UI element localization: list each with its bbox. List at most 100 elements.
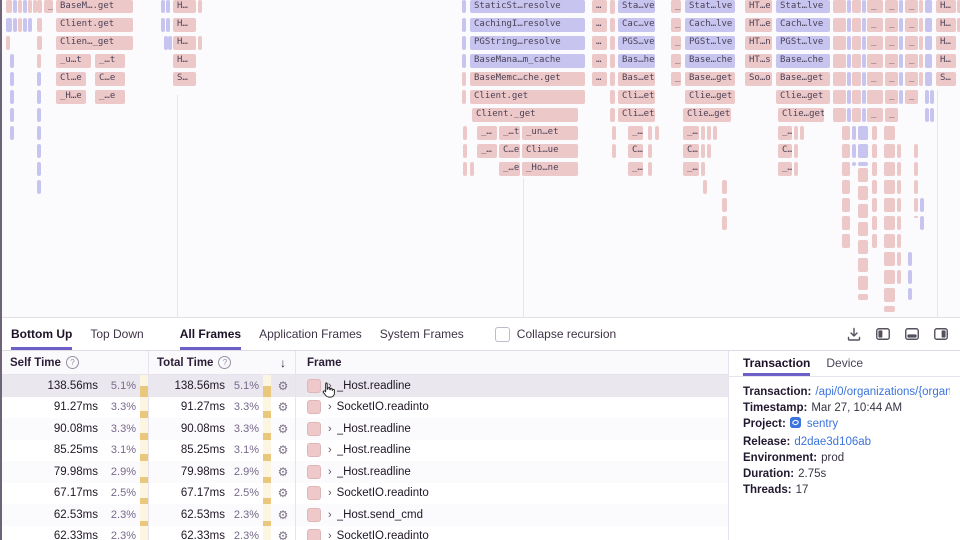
flame-frame[interactable]: … bbox=[592, 0, 607, 13]
flame-frame[interactable] bbox=[198, 36, 202, 50]
flame-frame[interactable] bbox=[847, 54, 851, 68]
flame-frame[interactable] bbox=[884, 126, 895, 140]
flame-frame[interactable]: _…t bbox=[499, 126, 520, 140]
flame-frame[interactable] bbox=[655, 126, 659, 140]
flame-frame[interactable]: _ bbox=[867, 36, 883, 50]
flame-frame[interactable] bbox=[707, 144, 711, 158]
flame-frame[interactable] bbox=[610, 72, 615, 86]
flame-frame[interactable] bbox=[37, 144, 41, 158]
flame-frame[interactable]: _ bbox=[885, 18, 898, 32]
flame-frame[interactable] bbox=[842, 180, 850, 194]
tab-all-frames[interactable]: All Frames bbox=[179, 318, 242, 350]
download-icon[interactable] bbox=[847, 327, 861, 341]
flame-frame[interactable] bbox=[884, 288, 895, 302]
flame-frame[interactable]: CachingI…resolve bbox=[470, 18, 585, 32]
flame-frame[interactable]: Bas…et bbox=[618, 72, 655, 86]
flame-frame[interactable] bbox=[884, 180, 895, 194]
flame-frame[interactable] bbox=[930, 90, 934, 104]
flame-frame[interactable] bbox=[612, 126, 616, 140]
info-icon[interactable]: ? bbox=[218, 356, 232, 369]
flame-frame[interactable]: PGSt…lve bbox=[685, 36, 735, 50]
flame-frame[interactable] bbox=[884, 306, 895, 312]
flame-frame[interactable]: _…e bbox=[499, 162, 520, 176]
flame-frame[interactable]: So…o bbox=[745, 72, 772, 86]
flame-frame[interactable]: Cach…lve bbox=[776, 18, 830, 32]
flame-frame[interactable] bbox=[23, 0, 27, 13]
frame-cell[interactable]: › _Host.readline bbox=[296, 440, 728, 462]
flame-frame[interactable] bbox=[37, 0, 42, 13]
flame-frame[interactable] bbox=[897, 180, 901, 194]
flame-frame[interactable]: _ bbox=[867, 54, 883, 68]
frame-cell[interactable]: › SocketIO.readinto bbox=[296, 526, 728, 540]
flame-frame[interactable] bbox=[648, 144, 652, 158]
flame-frame[interactable]: Clien…_get bbox=[56, 36, 133, 50]
flame-frame[interactable] bbox=[463, 126, 467, 140]
flame-frame[interactable] bbox=[862, 54, 866, 68]
flame-frame[interactable] bbox=[852, 54, 861, 68]
flame-frame[interactable]: H… bbox=[173, 18, 196, 32]
flame-frame[interactable] bbox=[919, 54, 923, 68]
flame-frame[interactable] bbox=[925, 18, 932, 32]
total-time-header[interactable]: Total Time ? ↓ bbox=[149, 351, 296, 374]
flame-frame[interactable]: _ bbox=[671, 18, 681, 32]
flame-frame[interactable] bbox=[884, 198, 895, 212]
flame-frame[interactable]: Clie…get bbox=[778, 108, 824, 122]
gear-icon[interactable]: ⚙ bbox=[277, 400, 289, 415]
flame-frame[interactable] bbox=[897, 198, 901, 212]
flame-frame[interactable] bbox=[914, 216, 918, 218]
flame-frame[interactable]: PGS…ve bbox=[618, 36, 655, 50]
flame-frame[interactable] bbox=[610, 90, 615, 104]
flame-frame[interactable] bbox=[858, 144, 868, 158]
flame-frame[interactable] bbox=[842, 234, 850, 248]
flame-frame[interactable] bbox=[470, 162, 474, 176]
expand-chevron-icon[interactable]: › bbox=[328, 530, 332, 540]
flame-frame[interactable] bbox=[872, 144, 877, 158]
flame-frame[interactable] bbox=[925, 36, 932, 50]
flame-frame[interactable] bbox=[908, 252, 912, 266]
flamegraph-canvas[interactable]: _ BaseM….get Client.get Clien…_get _u…t _…t Cl… bbox=[0, 0, 960, 318]
flame-frame[interactable]: _… bbox=[778, 162, 792, 176]
flame-frame[interactable]: _ bbox=[867, 108, 883, 122]
flame-frame[interactable] bbox=[713, 126, 717, 140]
flame-frame[interactable] bbox=[925, 90, 929, 104]
detail-value[interactable]: /api/0/organizations/{organ… bbox=[815, 386, 950, 398]
flame-frame[interactable]: Cach…lve bbox=[685, 18, 735, 32]
flame-frame[interactable] bbox=[899, 90, 903, 104]
frame-cell[interactable]: › SocketIO.readinto bbox=[296, 397, 728, 419]
flame-frame[interactable] bbox=[914, 162, 918, 176]
flame-frame[interactable]: _Ho…ne bbox=[522, 162, 578, 176]
flame-frame[interactable] bbox=[6, 18, 12, 32]
flame-frame[interactable] bbox=[722, 180, 727, 194]
flame-frame[interactable] bbox=[858, 276, 868, 290]
flame-frame[interactable] bbox=[852, 18, 861, 32]
flame-frame[interactable]: _ bbox=[671, 36, 681, 50]
flame-frame[interactable] bbox=[847, 72, 851, 86]
flame-frame[interactable]: _…e bbox=[95, 90, 125, 104]
flame-frame[interactable] bbox=[161, 0, 165, 13]
flame-frame[interactable]: HT…n bbox=[745, 36, 772, 50]
split-right-icon[interactable] bbox=[934, 328, 948, 340]
frame-row[interactable]: 90.08ms 3.3% 90.08ms 3.3% ⚙ › _Host.readli… bbox=[0, 418, 728, 440]
flame-frame[interactable]: Client._get bbox=[472, 108, 578, 122]
flame-frame[interactable] bbox=[722, 198, 727, 212]
flame-frame[interactable] bbox=[872, 180, 877, 194]
flame-frame[interactable] bbox=[884, 270, 895, 284]
expand-chevron-icon[interactable]: › bbox=[328, 444, 332, 457]
flame-frame[interactable] bbox=[833, 36, 846, 50]
flame-frame[interactable]: Stat…lve bbox=[776, 0, 830, 13]
collapse-recursion-checkbox[interactable] bbox=[494, 326, 510, 342]
flame-frame[interactable] bbox=[648, 162, 652, 176]
flame-frame[interactable] bbox=[872, 234, 877, 248]
flame-frame[interactable] bbox=[37, 126, 41, 140]
flame-frame[interactable] bbox=[858, 168, 868, 182]
flame-frame[interactable] bbox=[166, 0, 170, 13]
flame-frame[interactable]: Clie…get bbox=[683, 108, 731, 122]
flame-frame[interactable]: _ bbox=[671, 72, 681, 86]
flame-frame[interactable] bbox=[28, 18, 32, 32]
flame-frame[interactable] bbox=[13, 0, 17, 13]
flame-frame[interactable] bbox=[884, 162, 895, 176]
flame-frame[interactable] bbox=[462, 18, 466, 32]
flame-frame[interactable] bbox=[847, 36, 851, 50]
expand-chevron-icon[interactable]: › bbox=[328, 487, 332, 500]
flame-frame[interactable] bbox=[703, 180, 707, 194]
